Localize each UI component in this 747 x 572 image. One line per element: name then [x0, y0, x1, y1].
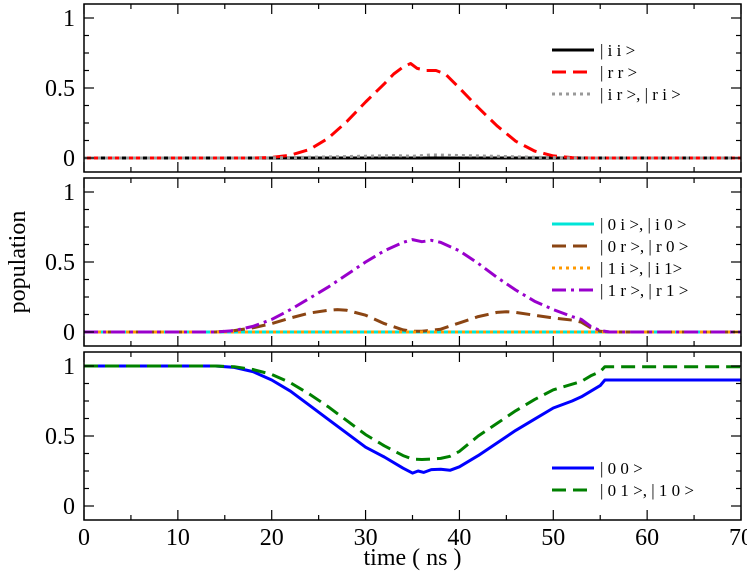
top-series-line-1 [84, 62, 741, 160]
middle-series-group [84, 238, 741, 334]
panel-top: 0 0.5 1 | i i > | r r > | i r >, | r i > [45, 3, 742, 173]
middle-ytick-label: 0.5 [45, 250, 75, 276]
top-legend-label-2: | i r >, | r i > [600, 85, 681, 104]
bottom-series-line-1 [84, 364, 741, 461]
xtick-label: 60 [635, 525, 659, 551]
middle-series-line-3 [84, 238, 741, 334]
top-series-line-2 [84, 153, 741, 160]
top-ytick-label: 0 [63, 146, 75, 172]
top-legend-label-0: | i i > [600, 41, 635, 60]
middle-legend: | 0 i >, | i 0 > | 0 r >, | r 0 > | 1 i >,… [552, 215, 688, 300]
xtick-label: 70 [729, 525, 747, 551]
middle-legend-label-1: | 0 r >, | r 0 > [600, 237, 688, 256]
y-axis-title: population [5, 211, 31, 314]
bottom-legend: | 0 0 > | 0 1 >, | 1 0 > [552, 459, 694, 500]
middle-legend-label-2: | 1 i >, | i 1> [600, 259, 682, 278]
top-legend: | i i > | r r > | i r >, | r i > [552, 41, 681, 104]
xtick-label: 30 [354, 525, 378, 551]
middle-legend-label-0: | 0 i >, | i 0 > [600, 215, 686, 234]
bottom-legend-label-1: | 0 1 >, | 1 0 > [600, 481, 694, 500]
bottom-ytick-label: 0.5 [45, 424, 75, 450]
bottom-series-line-0 [84, 364, 741, 475]
panel-middle: 0 0.5 1 | 0 i >, | i 0 > | 0 r >, | r 0 > | 1… [45, 177, 742, 347]
middle-legend-label-3: | 1 r >, | r 1 > [600, 281, 688, 300]
panel-bottom: 0 0.5 1 | 0 0 > | 0 1 >, | 1 0 > [45, 351, 742, 521]
middle-ytick-label: 1 [63, 180, 75, 206]
bottom-ytick-label: 0 [63, 494, 75, 520]
xtick-label: 50 [541, 525, 565, 551]
xtick-label: 40 [447, 525, 471, 551]
bottom-series-group [84, 364, 741, 475]
top-ytick-label: 0.5 [45, 76, 75, 102]
xtick-label: 10 [166, 525, 190, 551]
x-axis-title: time ( ns ) [364, 545, 462, 571]
top-series-group [84, 62, 741, 160]
xtick-label: 20 [260, 525, 284, 551]
bottom-ytick-label: 1 [63, 354, 75, 380]
top-legend-label-1: | r r > [600, 63, 637, 82]
middle-series-line-1 [84, 308, 741, 334]
middle-ytick-label: 0 [63, 320, 75, 346]
top-ytick-label: 1 [63, 6, 75, 32]
xtick-label: 0 [78, 525, 90, 551]
bottom-legend-label-0: | 0 0 > [600, 459, 643, 478]
